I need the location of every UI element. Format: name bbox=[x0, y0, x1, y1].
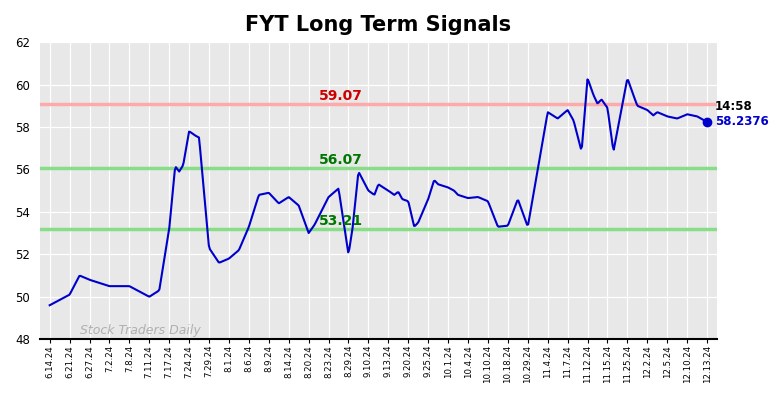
Title: FYT Long Term Signals: FYT Long Term Signals bbox=[245, 15, 511, 35]
Text: 53.21: 53.21 bbox=[319, 214, 363, 228]
Text: 58.2376: 58.2376 bbox=[715, 115, 769, 128]
Text: Stock Traders Daily: Stock Traders Daily bbox=[79, 324, 201, 337]
Text: 59.07: 59.07 bbox=[319, 90, 363, 103]
Text: 14:58: 14:58 bbox=[715, 100, 753, 113]
Text: 56.07: 56.07 bbox=[319, 153, 363, 167]
